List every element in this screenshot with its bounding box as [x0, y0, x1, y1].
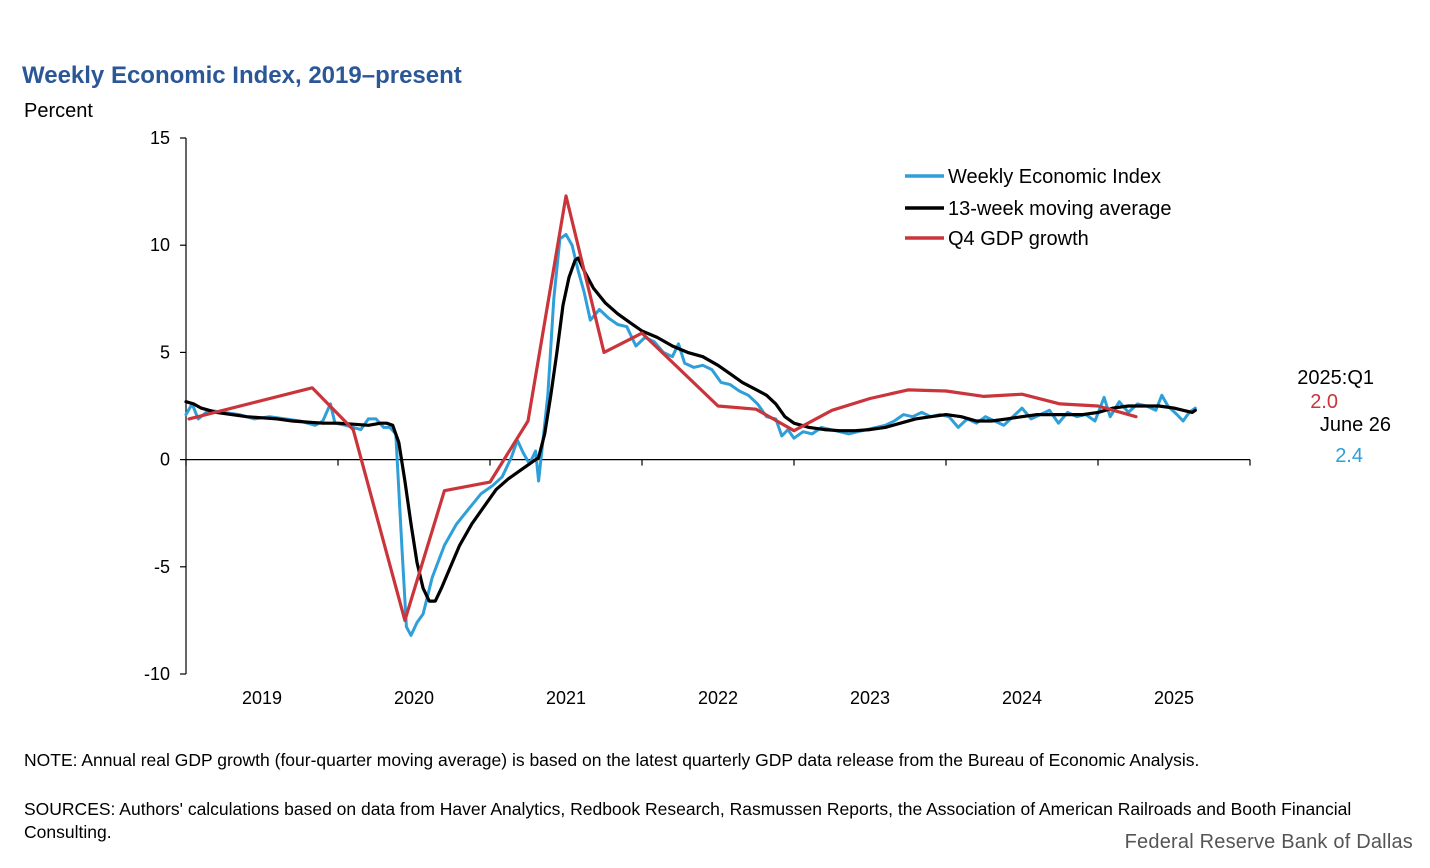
chart-note: NOTE: Annual real GDP growth (four-quart…	[24, 750, 1200, 770]
series-line-weekly-economic-index	[184, 233, 1197, 637]
annotation-gdp-period: 2025:Q1	[1297, 367, 1374, 389]
annotation-gdp-value: 2.0	[1310, 391, 1338, 413]
annotation-wei-value: 2.4	[1335, 445, 1363, 467]
y-tick-label: 15	[150, 128, 170, 148]
x-tick-label: 2025	[1154, 688, 1194, 708]
x-tick-label: 2024	[1002, 688, 1042, 708]
y-tick-label: 5	[160, 342, 170, 362]
y-axis-label: Percent	[24, 100, 93, 122]
x-tick-label: 2019	[242, 688, 282, 708]
legend-label: 13-week moving average	[948, 198, 1171, 220]
series-line-13-week-moving-average	[184, 256, 1197, 603]
x-tick-label: 2023	[850, 688, 890, 708]
chart-sources: SOURCES: Authors' calculations based on …	[24, 799, 1352, 842]
x-tick-label: 2021	[546, 688, 586, 708]
y-tick-label: 0	[160, 450, 170, 470]
x-tick-label: 2022	[698, 688, 738, 708]
x-tick-label: 2020	[394, 688, 434, 708]
series-line-q4-gdp-growth	[187, 194, 1138, 622]
annotation-wei-date: June 26	[1320, 414, 1391, 436]
legend-label: Weekly Economic Index	[948, 166, 1161, 188]
chart-title: Weekly Economic Index, 2019–present	[22, 62, 462, 89]
y-tick-label: -5	[154, 557, 170, 577]
legend-label: Q4 GDP growth	[948, 228, 1089, 250]
y-tick-label: -10	[144, 664, 170, 684]
y-tick-label: 10	[150, 235, 170, 255]
credit-text: Federal Reserve Bank of Dallas	[1124, 831, 1413, 853]
